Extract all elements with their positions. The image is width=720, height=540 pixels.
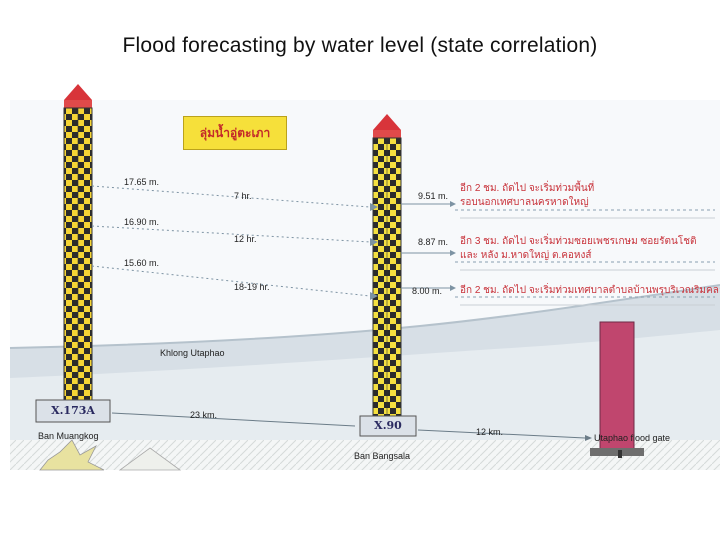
correlation-arrows — [91, 185, 371, 297]
station-box-x173a — [35, 399, 111, 423]
arrow-heads — [370, 203, 378, 300]
ground-shape — [118, 447, 182, 471]
hatch-lines — [460, 217, 715, 306]
gauge-x173a — [63, 84, 93, 414]
travel-time-3: 18-19 hr. — [234, 282, 270, 292]
distance-2: 12 km. — [476, 427, 504, 437]
station-code-x173a: X.173A — [51, 404, 95, 417]
travel-time-1: 7 hr. — [234, 191, 252, 201]
station-code-x90: X.90 — [374, 419, 402, 432]
riverbank-line — [9, 284, 720, 349]
splash-shape — [39, 439, 105, 471]
note-1-line-2: รอบนอกเทศบาลนครหาดใหญ่ — [460, 197, 589, 208]
level-label-x173a-1: 17.65 m. — [124, 177, 160, 187]
floodgate-base — [590, 448, 644, 456]
ground-band — [10, 440, 720, 470]
station-box-x90 — [359, 415, 417, 437]
note-3: อีก 2 ชม. ถัดไป จะเริ่มท่วมเทศบาลตำบลบ้า… — [460, 285, 720, 296]
basin-banner: ลุ่มน้ำอู่ตะเภา — [183, 116, 287, 150]
level-label-x90-2: 8.87 m. — [418, 237, 449, 247]
page-title: Flood forecasting by water level (state … — [122, 34, 598, 57]
note-2-line-2: และ หลัง ม.หาดใหญ่ ต.คอหงส์ — [460, 250, 592, 261]
level-label-x173a-2: 16.90 m. — [124, 217, 160, 227]
level-lines — [455, 209, 715, 298]
station-place-x173a: Ban Muangkog — [38, 431, 99, 441]
note-2-line-1: อีก 3 ชม. ถัดไป จะเริ่มท่วมซอยเพชรเกษม ซ… — [460, 236, 697, 247]
note-1-line-1: อีก 2 ชม. ถัดไป จะเริ่มท่วมพื้นที่ — [460, 183, 595, 194]
gauge-x90 — [372, 114, 402, 429]
distance-1: 23 km. — [190, 410, 218, 420]
level-label-x90-1: 9.51 m. — [418, 191, 449, 201]
level-label-x173a-3: 15.60 m. — [124, 258, 160, 268]
station-place-x90: Ban Bangsala — [354, 451, 411, 461]
note-arrows — [401, 203, 450, 289]
distance-arrows — [111, 412, 586, 439]
river-label: Khlong Utaphao — [160, 348, 225, 358]
gate-marker — [618, 450, 622, 458]
travel-time-2: 12 hr. — [234, 234, 257, 244]
floodgate-tower — [599, 321, 635, 453]
level-label-x90-3: 8.00 m. — [412, 286, 443, 296]
gate-label: Utaphao flood gate — [594, 433, 671, 443]
water-surface — [10, 330, 720, 470]
